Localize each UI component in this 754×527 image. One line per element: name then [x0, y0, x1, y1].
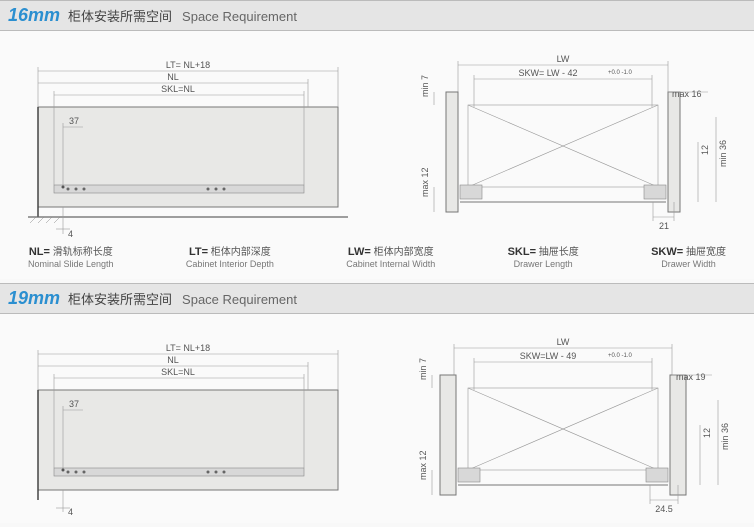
header-cn: 柜体安装所需空间	[68, 6, 172, 25]
min36: min 36	[718, 140, 728, 167]
header-en: Space Requirement	[182, 9, 297, 24]
skw-label: SKW= LW - 42	[518, 68, 577, 78]
lw-label: LW	[557, 54, 570, 64]
legend-row: NL= 滑轨标称长度 Nominal Slide Length LT= 柜体内部…	[8, 237, 746, 271]
dim-4: 4	[68, 507, 73, 515]
legend-nl: NL= 滑轨标称长度 Nominal Slide Length	[28, 243, 114, 269]
front-view-diagram: LW SKW=LW - 49 +0.0 -1.0 min 7 max 19	[398, 320, 738, 515]
tolerance: +0.0 -1.0	[608, 70, 633, 76]
dim-12: 12	[700, 145, 710, 155]
dim-37: 37	[69, 116, 79, 126]
nl-label: NL	[167, 72, 179, 82]
lw-label: LW	[557, 337, 570, 347]
dim-4: 4	[68, 229, 73, 237]
legend-skl: SKL= 抽屉长度 Drawer Length	[508, 243, 579, 269]
header-cn: 柜体安装所需空间	[68, 289, 172, 308]
skl-label: SKL=NL	[161, 84, 195, 94]
section-header: 16mm 柜体安装所需空间 Space Requirement	[0, 0, 754, 31]
header-en: Space Requirement	[182, 292, 297, 307]
section-16mm: 16mm 柜体安装所需空间 Space Requirement	[0, 0, 754, 279]
section-19mm: 19mm 柜体安装所需空间 Space Requirement LT= NL+1…	[0, 283, 754, 523]
max16: max 16	[672, 89, 702, 99]
lt-label: LT= NL+18	[166, 343, 210, 353]
section-header: 19mm 柜体安装所需空间 Space Requirement	[0, 283, 754, 314]
size-label: 16mm	[8, 5, 60, 26]
legend-lw: LW= 柜体内部宽度 Cabinet Internal Width	[346, 243, 435, 269]
dim-21: 21	[659, 221, 669, 231]
max12: max 12	[418, 450, 428, 480]
dim-37: 37	[69, 399, 79, 409]
front-view-diagram: LW SKW= LW - 42 +0.0 -1.0	[398, 37, 738, 237]
skw-label: SKW=LW - 49	[520, 351, 577, 361]
side-view-diagram: LT= NL+18 NL SKL=NL 37 4	[8, 37, 378, 237]
section-body: LT= NL+18 NL SKL=NL 37 4	[0, 31, 754, 279]
section-body: LT= NL+18 NL SKL=NL 37 4	[0, 314, 754, 523]
min36: min 36	[720, 423, 730, 450]
nl-label: NL	[167, 355, 179, 365]
legend-skw: SKW= 抽屉宽度 Drawer Width	[651, 243, 726, 269]
max19: max 19	[676, 372, 706, 382]
max12: max 12	[420, 167, 430, 197]
skl-label: SKL=NL	[161, 367, 195, 377]
legend-lt: LT= 柜体内部深度 Cabinet Interior Depth	[186, 243, 274, 269]
side-view-diagram: LT= NL+18 NL SKL=NL 37 4	[8, 320, 378, 515]
min7: min 7	[418, 358, 428, 380]
dim-12: 12	[702, 428, 712, 438]
min7: min 7	[420, 75, 430, 97]
size-label: 19mm	[8, 288, 60, 309]
dim-24-5: 24.5	[655, 504, 673, 514]
tolerance: +0.0 -1.0	[608, 353, 633, 359]
lt-label: LT= NL+18	[166, 60, 210, 70]
